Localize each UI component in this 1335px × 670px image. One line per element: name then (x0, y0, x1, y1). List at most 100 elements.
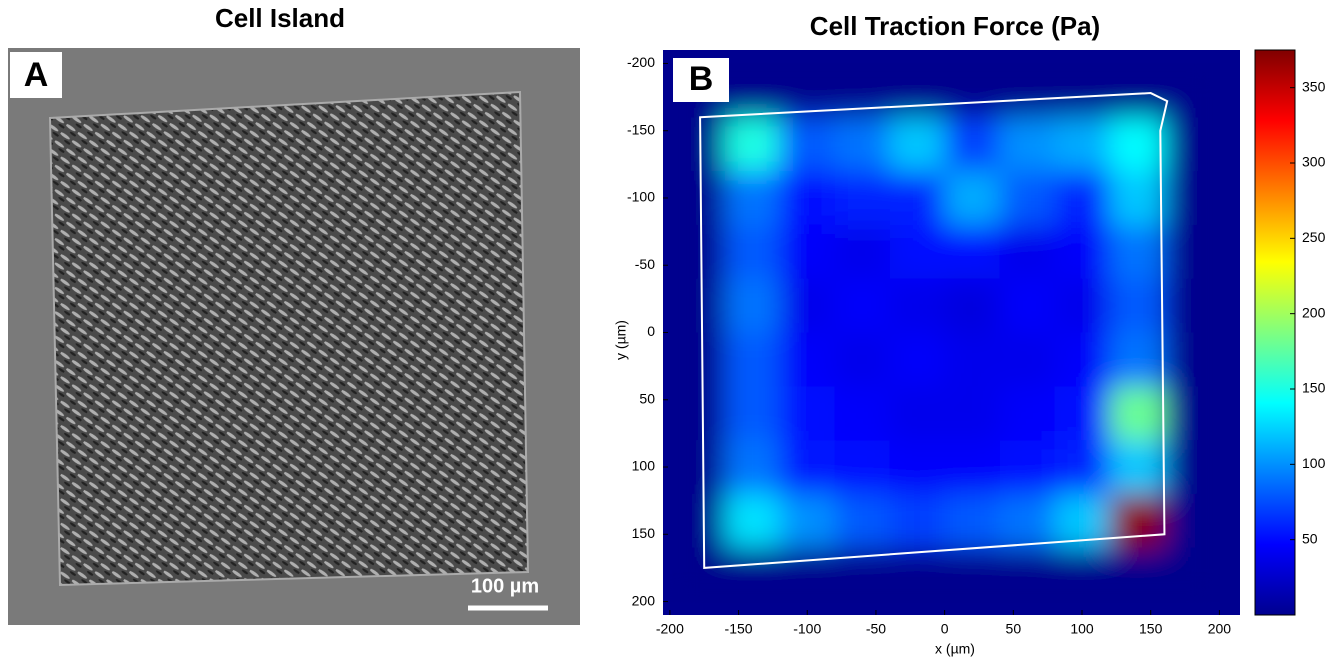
heat-cell (669, 117, 726, 172)
heat-cell (1164, 493, 1220, 549)
panel-label: B (689, 60, 714, 98)
heat-cell (1054, 386, 1110, 441)
heat-cell (889, 440, 946, 495)
heat-cell (999, 224, 1056, 280)
colorbar-tick-label: 250 (1302, 229, 1326, 245)
colorbar-tick-label: 300 (1302, 154, 1326, 170)
heat-cell (779, 63, 836, 118)
y-axis-label: y (µm) (613, 320, 629, 360)
colorbar (1254, 49, 1296, 616)
heat-cell (944, 547, 1001, 603)
y-tick-label: -100 (627, 189, 655, 205)
heat-cell (834, 117, 891, 172)
heat-cell (1109, 224, 1165, 280)
x-tick-label: 150 (1139, 621, 1163, 637)
heat-cell (669, 547, 726, 603)
heat-cell (834, 171, 891, 226)
heat-cell (999, 332, 1056, 387)
heat-cell (1164, 224, 1220, 280)
label-box (10, 52, 62, 98)
heat-cell (779, 547, 836, 603)
heat-cell (1164, 386, 1220, 441)
y-tick-label: 50 (639, 390, 655, 406)
heat-cell (889, 63, 946, 118)
colorbar-tick-label: 150 (1302, 380, 1326, 396)
x-tick-label: -100 (793, 621, 821, 637)
heat-cell (1109, 63, 1165, 118)
y-tick-label: 100 (632, 458, 656, 474)
heat-cell (834, 440, 891, 495)
heat-cell (944, 117, 1001, 172)
heat-cell (779, 278, 836, 333)
heat-cell (1164, 278, 1220, 333)
heat-cell (1109, 493, 1165, 549)
heat-cell (724, 547, 781, 603)
panel-label: A (24, 56, 49, 94)
heat-cell (724, 171, 781, 226)
heat-cell (779, 493, 836, 549)
heat-cell (999, 278, 1056, 333)
heat-cell (1164, 332, 1220, 387)
heat-cell (1109, 278, 1165, 333)
heat-cell (669, 278, 726, 333)
heat-cell (779, 440, 836, 495)
heat-cell (1054, 440, 1110, 495)
chart-title: Cell Traction Force (Pa) (810, 11, 1100, 41)
y-tick-label: 0 (647, 323, 655, 339)
heat-cell (944, 63, 1001, 118)
heat-cell (999, 493, 1056, 549)
heat-cell (724, 386, 781, 441)
y-tick-label: 200 (632, 592, 656, 608)
heat-cell (889, 224, 946, 280)
heat-cell (889, 171, 946, 226)
heat-cell (779, 224, 836, 280)
x-axis-label: x (µm) (935, 641, 975, 657)
heat-cell (999, 171, 1056, 226)
colorbar-tick-label: 350 (1302, 78, 1326, 94)
heat-cell (1109, 171, 1165, 226)
heat-cell (724, 332, 781, 387)
heat-cell (834, 224, 891, 280)
x-tick-label: 100 (1070, 621, 1094, 637)
heat-cell (1054, 117, 1110, 172)
heat-cell (1164, 117, 1220, 172)
x-tick-label: 50 (1006, 621, 1022, 637)
x-tick-label: 0 (941, 621, 949, 637)
heat-cell (724, 63, 781, 118)
heat-cell (724, 493, 781, 549)
heat-cell (1054, 547, 1110, 603)
heat-cell (944, 278, 1001, 333)
heat-cell (1164, 171, 1220, 226)
heat-cell (1109, 332, 1165, 387)
x-tick-label: 200 (1208, 621, 1232, 637)
heat-cell (889, 386, 946, 441)
label-box (673, 58, 729, 102)
heat-cell (999, 386, 1056, 441)
heat-cell (779, 332, 836, 387)
heat-cell (724, 440, 781, 495)
island-outline (699, 92, 1169, 569)
heat-cell (1054, 63, 1110, 118)
heat-cell (834, 332, 891, 387)
heat-cell (944, 493, 1001, 549)
heat-cell (779, 171, 836, 226)
heat-cell (944, 224, 1001, 280)
heat-cell (834, 493, 891, 549)
heat-cell (1164, 63, 1220, 118)
x-tick-label: -150 (725, 621, 753, 637)
y-tick-label: 150 (632, 525, 656, 541)
heatmap-cells (669, 63, 1220, 603)
heat-cell (999, 547, 1056, 603)
panel-title: Cell Island (215, 3, 345, 33)
heat-cell (1054, 278, 1110, 333)
heat-cell (1164, 440, 1220, 495)
heat-cell (999, 117, 1056, 172)
heat-cell (889, 117, 946, 172)
heat-cell (669, 440, 726, 495)
heat-cell (944, 171, 1001, 226)
scale-bar-label: 100 µm (471, 575, 539, 597)
heat-cell (724, 224, 781, 280)
y-tick-label: -200 (627, 54, 655, 70)
heat-cell (724, 117, 781, 172)
heat-cell (724, 278, 781, 333)
